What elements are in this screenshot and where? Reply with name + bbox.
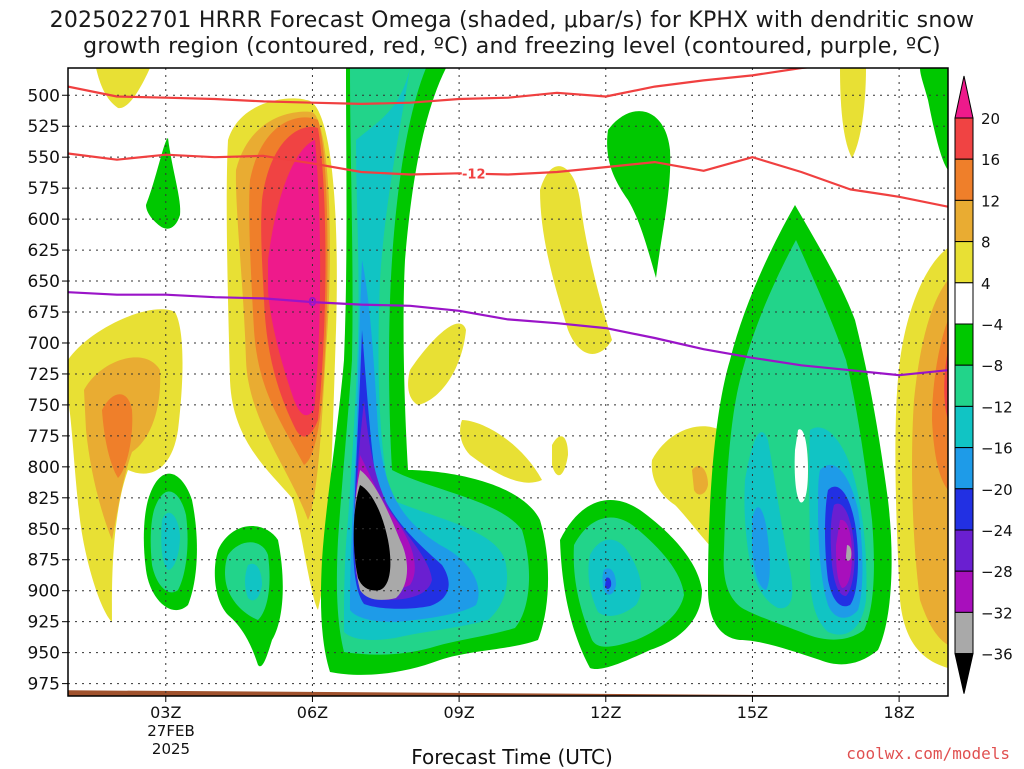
freezing-level-contour <box>68 291 948 377</box>
y-tick-label: 925 <box>28 613 60 633</box>
colorbar-segment <box>954 199 974 243</box>
omega-negative-16z-16 <box>752 507 770 590</box>
omega-positive-top-right <box>840 68 866 158</box>
y-tick-label: 750 <box>28 396 60 416</box>
y-tick-label: 975 <box>28 675 60 695</box>
dendritic-lower-contour <box>68 152 948 208</box>
dendritic-upper-contour <box>68 68 813 106</box>
omega-shaded-field <box>68 68 948 675</box>
colorbar-label: −36 <box>981 646 1013 664</box>
surface-terrain <box>68 690 948 696</box>
y-tick-label: 550 <box>28 148 60 168</box>
x-tick-label: 09Z <box>443 703 474 722</box>
colorbar: 20 16 12 8 4 −4 −8 −12 −16 −20 −24 −28 −32 −36 <box>954 75 1013 694</box>
x-tick-label: 18Z <box>883 703 914 722</box>
omega-positive-10z <box>460 420 542 483</box>
colorbar-label: −24 <box>981 522 1013 540</box>
colorbar-label: 12 <box>981 192 1000 210</box>
y-tick-label: 675 <box>28 303 60 323</box>
colorbar-label: −12 <box>981 398 1013 416</box>
omega-negative-19z-top <box>920 68 948 170</box>
x-axis-tick-labels: 03Z 06Z 09Z 12Z 15Z 18Z <box>150 696 915 722</box>
y-tick-label: 625 <box>28 241 60 261</box>
colorbar-segment <box>954 611 974 655</box>
omega-hole-16z <box>794 429 808 503</box>
y-tick-label: 875 <box>28 551 60 571</box>
omega-negative-07z-36 <box>353 485 391 591</box>
omega-negative-12z-20 <box>605 577 612 589</box>
colorbar-segment <box>954 282 974 325</box>
x-tick-label: 12Z <box>590 703 621 722</box>
omega-positive-09z <box>408 323 466 405</box>
contour-label-dendritic: -12 <box>462 167 486 182</box>
omega-positive-top-left <box>96 68 150 109</box>
omega-negative-17z-28 <box>836 519 852 588</box>
omega-positive-06z-20 <box>268 140 321 416</box>
contour-label-bg <box>461 165 486 181</box>
colorbar-label: −28 <box>981 563 1013 581</box>
colorbar-arrow-top <box>954 75 974 119</box>
colorbar-label: −8 <box>981 357 1003 375</box>
colorbar-segment <box>954 529 974 572</box>
y-tick-label: 600 <box>28 210 60 230</box>
surface-strip <box>68 690 948 696</box>
omega-positive-11z-low <box>552 436 568 476</box>
y-tick-label: 825 <box>28 489 60 509</box>
colorbar-arrow-bottom <box>954 653 974 694</box>
omega-negative-02z-top <box>146 138 181 229</box>
colorbar-segment <box>954 405 974 449</box>
colorbar-label: −32 <box>981 604 1013 622</box>
y-tick-label: 950 <box>28 644 60 664</box>
y-tick-label: 900 <box>28 582 60 602</box>
date-label-year: 2025 <box>151 740 191 758</box>
x-axis-label: Forecast Time (UTC) <box>411 745 613 769</box>
omega-negative-12z-top <box>607 111 671 278</box>
omega-positive-18z-16 <box>944 350 948 420</box>
y-tick-label: 800 <box>28 458 60 478</box>
colorbar-label: −20 <box>981 481 1013 499</box>
date-label-day: 27FEB <box>147 722 195 740</box>
y-tick-label: 850 <box>28 520 60 540</box>
colorbar-segment <box>954 447 974 490</box>
omega-positive-14z-8 <box>692 465 708 495</box>
colorbar-label: −4 <box>981 316 1003 334</box>
x-tick-label: 03Z <box>150 703 181 722</box>
omega-positive-14z <box>651 426 728 560</box>
y-axis-tick-labels: 500 525 550 575 600 625 650 675 700 725 750 775 800 8… <box>28 86 68 695</box>
omega-positive-18z-12 <box>932 320 948 490</box>
omega-negative-03z-12 <box>161 512 180 570</box>
x-tick-label: 15Z <box>737 703 768 722</box>
colorbar-segment <box>954 241 974 284</box>
omega-negative-17z-32 <box>846 545 852 561</box>
y-tick-label: 650 <box>28 272 60 292</box>
colorbar-label: −16 <box>981 440 1013 458</box>
y-tick-label: 525 <box>28 117 60 137</box>
contour-lines: -12 0 <box>68 68 948 377</box>
colorbar-segment <box>954 488 974 531</box>
credit-link[interactable]: coolwx.com/models <box>846 744 1010 763</box>
colorbar-segment <box>954 117 974 160</box>
plot-frame <box>67 67 949 697</box>
chart-title-line1: 2025022701 HRRR Forecast Omega (shaded, … <box>49 8 975 33</box>
chart-title-line2: growth region (contoured, red, ºC) and f… <box>83 34 941 59</box>
colorbar-label: 4 <box>981 275 991 293</box>
colorbar-segment <box>954 323 974 366</box>
colorbar-segment <box>954 364 974 407</box>
x-tick-label: 06Z <box>297 703 328 722</box>
contour-label-freezing: 0 <box>308 295 316 309</box>
colorbar-segment <box>954 570 974 613</box>
colorbar-segment <box>954 158 974 201</box>
colorbar-label: 20 <box>981 110 1000 128</box>
colorbar-label: 8 <box>981 234 991 252</box>
y-tick-label: 775 <box>28 427 60 447</box>
y-tick-label: 575 <box>28 179 60 199</box>
y-tick-label: 700 <box>28 334 60 354</box>
omega-positive-11z <box>540 166 612 354</box>
colorbar-label: 16 <box>981 151 1000 169</box>
y-tick-label: 500 <box>28 86 60 106</box>
y-tick-label: 725 <box>28 365 60 385</box>
